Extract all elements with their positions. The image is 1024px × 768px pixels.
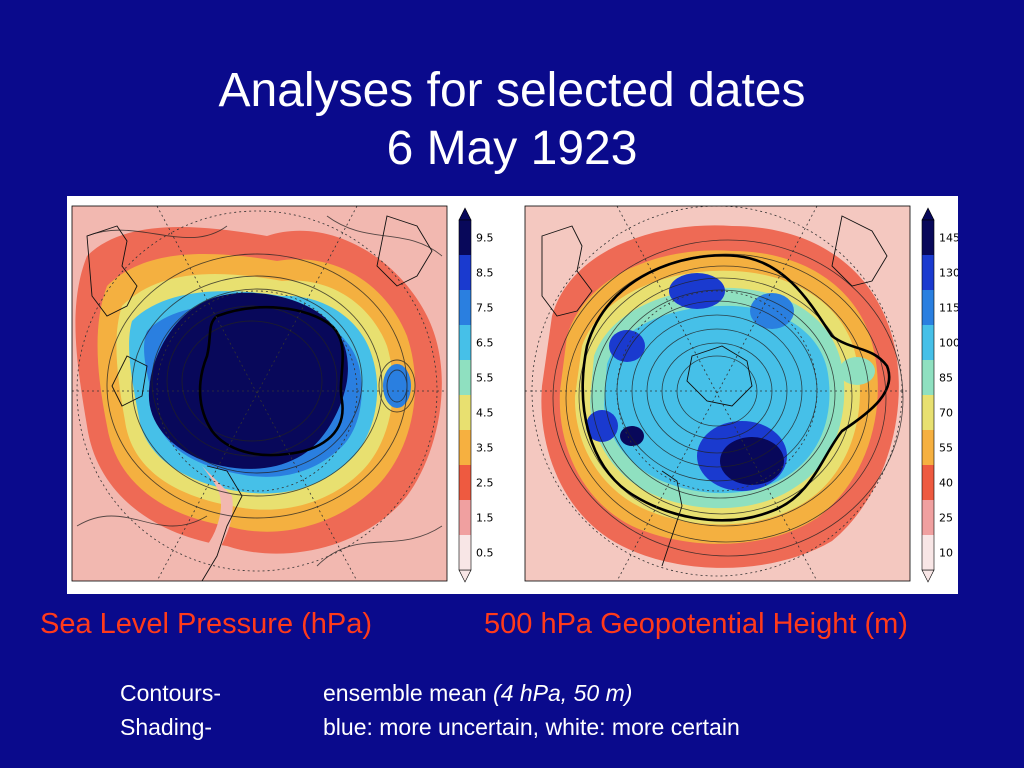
- z500-map-contours: [552, 239, 904, 557]
- colorbar-cell: [922, 430, 934, 465]
- colorbar-tick-label: 115: [939, 302, 958, 315]
- colorbar-extend-bottom: [458, 569, 472, 583]
- shading-term: Shading-: [120, 714, 213, 740]
- title-line-2: 6 May 1923: [386, 122, 638, 175]
- colorbar-cell: [922, 290, 934, 325]
- slp-map-graticule: [72, 206, 447, 581]
- z500-map-bold-contour: [581, 254, 891, 522]
- colorbar-cell: [922, 535, 934, 570]
- slp-caption: Sea Level Pressure (hPa): [40, 608, 373, 640]
- colorbar-tick-label: 10: [939, 547, 953, 560]
- colorbar-cell: [922, 255, 934, 290]
- slp-map-frame: [71, 205, 448, 582]
- colorbar-cell: [459, 255, 471, 290]
- contours-term: Contours-: [120, 680, 221, 706]
- z500-map-graticule: [525, 206, 910, 581]
- slide-title: Analyses for selected dates 6 May 1923: [0, 62, 1024, 178]
- z500-map-coastlines: [541, 215, 888, 567]
- colorbar-tick-label: 4.5: [476, 407, 494, 420]
- colorbar-tick-label: 6.5: [476, 337, 494, 350]
- colorbar-cell: [922, 360, 934, 395]
- colorbar-tick-label: 7.5: [476, 302, 494, 315]
- colorbar-tick-label: 5.5: [476, 372, 494, 385]
- colorbar-frame: [921, 219, 935, 571]
- colorbar-tick-label: 40: [939, 477, 953, 490]
- colorbar-tick-label: 9.5: [476, 232, 494, 245]
- z500-caption: 500 hPa Geopotential Height (m): [484, 608, 908, 640]
- colorbar-tick-label: 100: [939, 337, 958, 350]
- colorbar-frame: [458, 219, 472, 571]
- z500-colorbar: 145 130 115 100 85 70 55 40 25 10: [921, 207, 958, 583]
- colorbar-cell: [459, 360, 471, 395]
- slp-map-coastlines: [86, 215, 433, 581]
- z500-map: 145 130 115 100 85 70 55 40 25 10: [524, 205, 958, 583]
- z500-map-frame: [524, 205, 911, 582]
- colorbar-tick-label: 85: [939, 372, 953, 385]
- colorbar-tick-label: 70: [939, 407, 953, 420]
- colorbar-tick-label: 3.5: [476, 442, 494, 455]
- colorbar-tick-label: 145: [939, 232, 958, 245]
- colorbar-tick-label: 130: [939, 267, 958, 280]
- slp-map: 9.5 8.5 7.5 6.5 5.5 4.5 3.5 2.5 1.5 0.5: [71, 205, 494, 583]
- slp-map-contours: [76, 215, 443, 567]
- shading-description: blue: more uncertain, white: more certai…: [323, 714, 740, 740]
- slp-map-bold-contour: [198, 306, 345, 457]
- slp-map-shading: [72, 206, 447, 581]
- title-line-1: Analyses for selected dates: [218, 64, 806, 117]
- colorbar-cell: [922, 465, 934, 500]
- colorbar-tick-label: 0.5: [476, 547, 494, 560]
- contours-units: (4 hPa, 50 m): [493, 680, 633, 706]
- colorbar-tick-label: 55: [939, 442, 953, 455]
- colorbar-extend-top: [458, 207, 472, 221]
- colorbar-cell: [459, 500, 471, 535]
- colorbar-tick-label: 25: [939, 512, 953, 525]
- colorbar-cell: [459, 290, 471, 325]
- slp-colorbar: 9.5 8.5 7.5 6.5 5.5 4.5 3.5 2.5 1.5 0.5: [458, 207, 494, 583]
- colorbar-cell: [459, 220, 471, 255]
- colorbar-extend-top: [921, 207, 935, 221]
- contours-description: ensemble mean (4 hPa, 50 m): [323, 680, 632, 707]
- colorbar-cell: [459, 395, 471, 430]
- colorbar-tick-label: 2.5: [476, 477, 494, 490]
- colorbar-cell: [922, 500, 934, 535]
- colorbar-cell: [459, 535, 471, 570]
- map-figure-panel: 9.5 8.5 7.5 6.5 5.5 4.5 3.5 2.5 1.5 0.5: [67, 196, 958, 594]
- colorbar-cell: [459, 465, 471, 500]
- colorbar-cell: [459, 325, 471, 360]
- colorbar-cell: [922, 325, 934, 360]
- contours-desc-text: ensemble mean: [323, 680, 494, 706]
- colorbar-tick-label: 1.5: [476, 512, 494, 525]
- colorbar-extend-bottom: [921, 569, 935, 583]
- colorbar-tick-label: 8.5: [476, 267, 494, 280]
- colorbar-cell: [922, 395, 934, 430]
- colorbar-cell: [922, 220, 934, 255]
- colorbar-cell: [459, 430, 471, 465]
